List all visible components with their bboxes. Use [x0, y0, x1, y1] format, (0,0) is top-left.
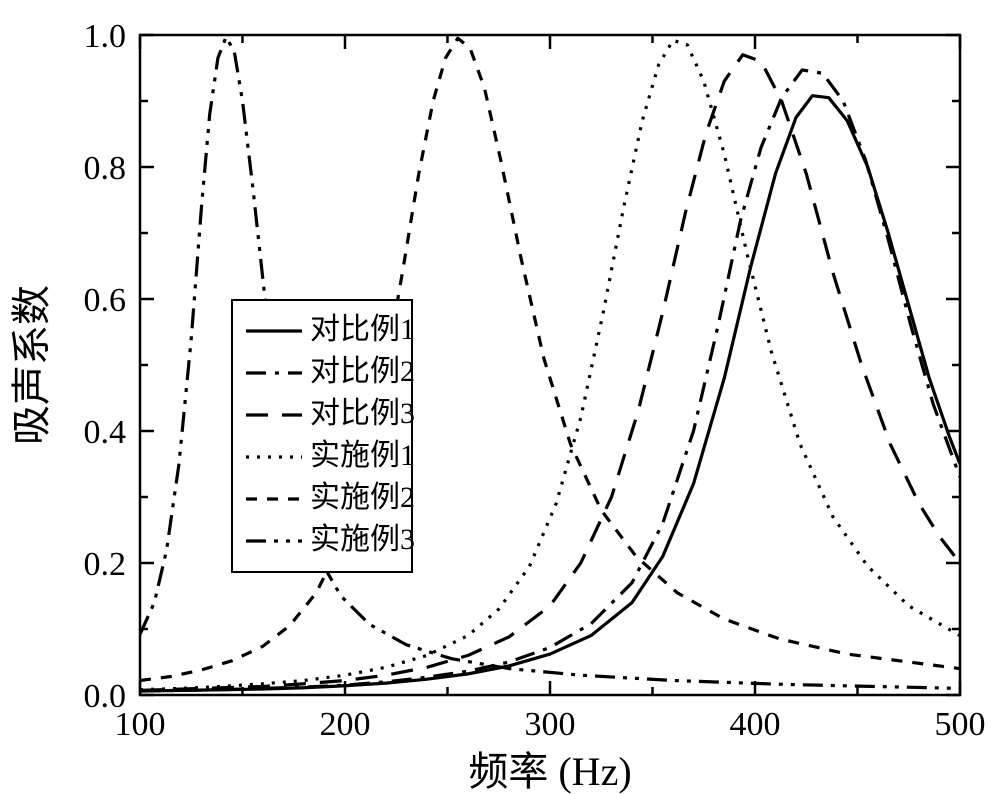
svg-text:对比例3: 对比例3: [310, 397, 415, 430]
svg-text:200: 200: [320, 706, 371, 743]
absorption-chart: 1002003004005000.00.20.40.60.81.0频率 (Hz)…: [0, 0, 1000, 794]
svg-text:对比例1: 对比例1: [310, 313, 415, 346]
svg-text:频率 (Hz): 频率 (Hz): [468, 749, 631, 794]
svg-text:0.6: 0.6: [84, 282, 127, 319]
svg-text:实施例1: 实施例1: [310, 439, 415, 472]
svg-text:实施例2: 实施例2: [310, 481, 415, 514]
chart-container: 1002003004005000.00.20.40.60.81.0频率 (Hz)…: [0, 0, 1000, 794]
svg-text:0.4: 0.4: [84, 414, 127, 451]
svg-text:500: 500: [935, 706, 986, 743]
svg-text:0.8: 0.8: [84, 150, 127, 187]
svg-text:1.0: 1.0: [84, 18, 127, 55]
svg-text:实施例3: 实施例3: [310, 523, 415, 556]
svg-text:对比例2: 对比例2: [310, 355, 415, 388]
svg-text:吸声系数: 吸声系数: [9, 285, 54, 445]
svg-text:300: 300: [525, 706, 576, 743]
svg-text:0.2: 0.2: [84, 546, 127, 583]
svg-text:400: 400: [730, 706, 781, 743]
svg-text:0.0: 0.0: [84, 678, 127, 715]
